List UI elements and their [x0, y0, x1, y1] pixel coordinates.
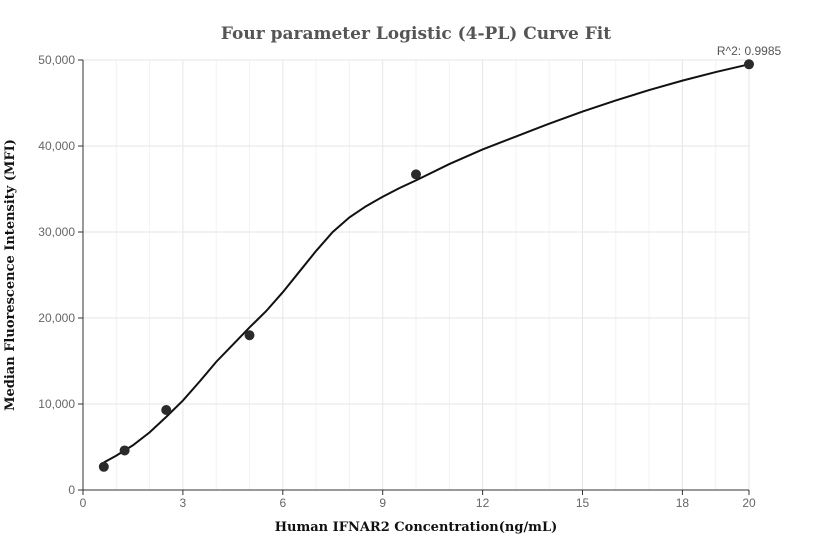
data-point: [98, 461, 109, 472]
chart-title: Four parameter Logistic (4-PL) Curve Fit: [221, 24, 611, 44]
y-tick-label: 30,000: [38, 225, 75, 239]
x-tick-label: 3: [180, 496, 187, 510]
x-tick-label: 9: [379, 496, 386, 510]
tick-labels: 0 3 6 9 12 15 18 20 0 10,000 20,000 30,000 40,000 50,…: [38, 53, 756, 510]
y-tick-label: 40,000: [38, 139, 75, 153]
y-axis-title: Median Fluorescence Intensity (MFI): [3, 139, 18, 411]
data-point: [411, 169, 421, 180]
r-squared-annotation: R^2: 0.9985: [717, 44, 782, 58]
axes: [78, 59, 750, 495]
x-tick-label: 6: [279, 496, 286, 510]
data-point: [161, 405, 172, 416]
data-point: [119, 445, 130, 456]
grid: [83, 59, 750, 490]
fit-curve: [103, 63, 750, 464]
y-tick-label: 0: [68, 483, 75, 497]
x-tick-label: 18: [676, 496, 690, 510]
y-tick-label: 20,000: [38, 311, 75, 325]
series-layer: [98, 59, 754, 472]
x-tick-label: 12: [476, 496, 490, 510]
y-tick-label: 10,000: [38, 397, 75, 411]
data-point: [244, 330, 255, 341]
data-point: [744, 59, 754, 70]
x-tick-label: 20: [742, 496, 756, 510]
y-tick-label: 50,000: [38, 53, 75, 67]
x-tick-label: 15: [576, 496, 590, 510]
x-tick-label: 0: [80, 496, 87, 510]
x-axis-title: Human IFNAR2 Concentration(ng/mL): [275, 520, 557, 535]
